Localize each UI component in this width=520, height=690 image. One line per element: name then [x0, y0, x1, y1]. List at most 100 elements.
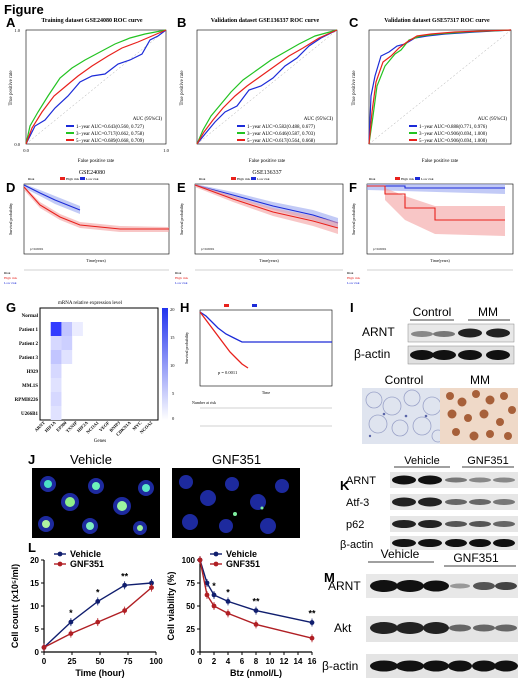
svg-text:Time(years): Time(years) — [259, 258, 279, 263]
blot-k-row-actin: β-actin — [340, 539, 373, 550]
heatmap-col-label: NCOA2 — [139, 420, 154, 435]
panel-h: H Survival probability Time p = 0.0011 N… — [178, 296, 340, 446]
line-chart-L-left: 0 5 10 15 20 0 25 50 75 100 Time (hour) Cell count … — [10, 549, 163, 678]
roc-a-xlabel: False positive rate — [78, 159, 115, 164]
roc-b-ylabel: True positive rate — [180, 70, 185, 106]
panel-g-label: G — [6, 300, 17, 315]
heatmap-cell — [50, 392, 62, 406]
data-point — [122, 582, 128, 588]
roc-a-title: Training dataset GSE24080 ROC curve — [41, 18, 143, 24]
heatmap-cell — [50, 364, 62, 378]
data-point — [253, 622, 259, 627]
data-point — [41, 645, 47, 650]
x-tick-label: 100 — [149, 657, 163, 666]
heatmap-cell — [50, 378, 62, 392]
svg-text:Low risk: Low risk — [347, 281, 360, 285]
figure-title: Figure — [4, 2, 44, 17]
svg-text:High risk: High risk — [4, 276, 17, 280]
heatmap-cell — [61, 350, 73, 364]
heatmap-col-label: NCOA1 — [85, 420, 100, 435]
data-point — [204, 592, 210, 598]
svg-text:High risk: High risk — [347, 276, 360, 280]
svg-text:Risk: Risk — [4, 271, 11, 275]
heatmap-cell — [50, 322, 62, 336]
svg-text:High risk: High risk — [175, 276, 188, 280]
heatmap-row-label: U266B1 — [21, 412, 38, 417]
significance-mark: ** — [252, 597, 260, 607]
significance-mark: ** — [121, 571, 129, 581]
panel-l: L 0 5 10 15 20 0 25 50 75 100 Time (hour) Cell coun… — [0, 540, 320, 685]
roc-c-legend-3: 3−year AUC=0.906(0.694, 1.000) — [419, 132, 487, 137]
panel-i-label: I — [350, 300, 354, 315]
heatmap-row-label: H929 — [27, 370, 39, 375]
km-e-title: GSE136337 — [252, 170, 281, 176]
heatmap-cell — [50, 336, 62, 350]
blot-i-arnt: ARNT — [362, 325, 395, 339]
significance-mark: ** — [308, 609, 316, 619]
roc-c-xlabel: False positive rate — [422, 159, 459, 164]
svg-text:High risk: High risk — [237, 177, 250, 181]
km-chart-d: GSE24080 Risk High risk Low risk Surviva… — [4, 170, 170, 285]
data-point — [95, 619, 101, 625]
data-point — [253, 608, 259, 613]
x-tick-label: 16 — [308, 657, 317, 666]
blot-m-row-akt: Akt — [334, 621, 352, 635]
blot-i: Control MM ARNT β-actin Control MM — [354, 305, 518, 444]
data-point — [149, 580, 154, 586]
y-tick-label: 0 — [35, 648, 40, 657]
series-line-gnf351 — [199, 559, 313, 639]
svg-text:Risk: Risk — [175, 271, 182, 275]
ihc-control-label: Control — [385, 373, 424, 387]
data-point — [309, 635, 315, 641]
x-tick-label: 10 — [266, 657, 275, 666]
panel-e-label: E — [177, 180, 186, 195]
svg-text:Low risk: Low risk — [86, 177, 99, 181]
y-axis-label: Cell count (x10⁵/ml) — [10, 564, 20, 648]
panel-i: I Control MM ARNT β-actin Control MM — [340, 296, 520, 446]
x-tick-label: 0 — [198, 657, 203, 666]
panel-b: B Validation dataset GSE136337 ROC curve… — [173, 15, 348, 166]
svg-text:Survival probability: Survival probability — [179, 203, 184, 235]
y-tick-label: 5 — [35, 625, 40, 634]
svg-text:Risk: Risk — [199, 177, 206, 181]
svg-text:0.0: 0.0 — [23, 148, 29, 153]
x-tick-label: 8 — [254, 657, 259, 666]
y-tick-label: 15 — [30, 579, 39, 588]
data-point — [95, 599, 101, 604]
blot-m-gnf: GNF351 — [453, 551, 499, 565]
x-tick-label: 50 — [96, 657, 105, 666]
heatmap-row-label: Patient 2 — [19, 342, 39, 347]
significance-mark: * — [226, 587, 230, 597]
blot-k-row-p62: p62 — [346, 519, 364, 531]
svg-text:p = 0.0011: p = 0.0011 — [218, 370, 237, 375]
km-chart-f: Risk High risk Low risk Survival probabi… — [347, 177, 514, 285]
panel-c-label: C — [349, 15, 359, 30]
blot-k-gnf: GNF351 — [467, 455, 509, 467]
blot-m: Vehicle GNF351 ARNT Akt β-actin — [322, 547, 518, 678]
svg-text:Survival probability: Survival probability — [184, 332, 189, 364]
y-tick-label: 25 — [186, 625, 195, 634]
svg-text:Low risk: Low risk — [421, 177, 434, 181]
roc-c-title: Validation dataset GSE57317 ROC curve — [384, 18, 490, 24]
data-point — [211, 592, 217, 598]
blot-m-row-actin: β-actin — [322, 659, 358, 673]
x-tick-label: 0 — [42, 657, 47, 666]
blot-i-control: Control — [413, 305, 452, 319]
svg-text:20: 20 — [170, 307, 175, 312]
blot-m-vehicle: Vehicle — [381, 548, 420, 561]
blot-i-mm: MM — [478, 305, 498, 319]
blot-i-actin: β-actin — [354, 347, 390, 361]
panel-h-label: H — [180, 300, 190, 315]
roc-b-legend-title: AUC (95%CI) — [304, 117, 334, 122]
svg-text:15: 15 — [170, 335, 175, 340]
svg-text:High risk: High risk — [401, 177, 414, 181]
heatmap-row-label: Patient 3 — [19, 356, 39, 361]
x-tick-label: 75 — [124, 657, 133, 666]
heatmap-row-label: Normal — [22, 314, 39, 319]
data-point — [122, 608, 128, 613]
svg-text:1.0: 1.0 — [14, 28, 20, 33]
svg-text:Survival probability: Survival probability — [8, 203, 13, 235]
heatmap-col-label: HIF1A — [44, 420, 58, 434]
panel-f: F Risk High risk Low risk Survival proba… — [345, 166, 520, 291]
